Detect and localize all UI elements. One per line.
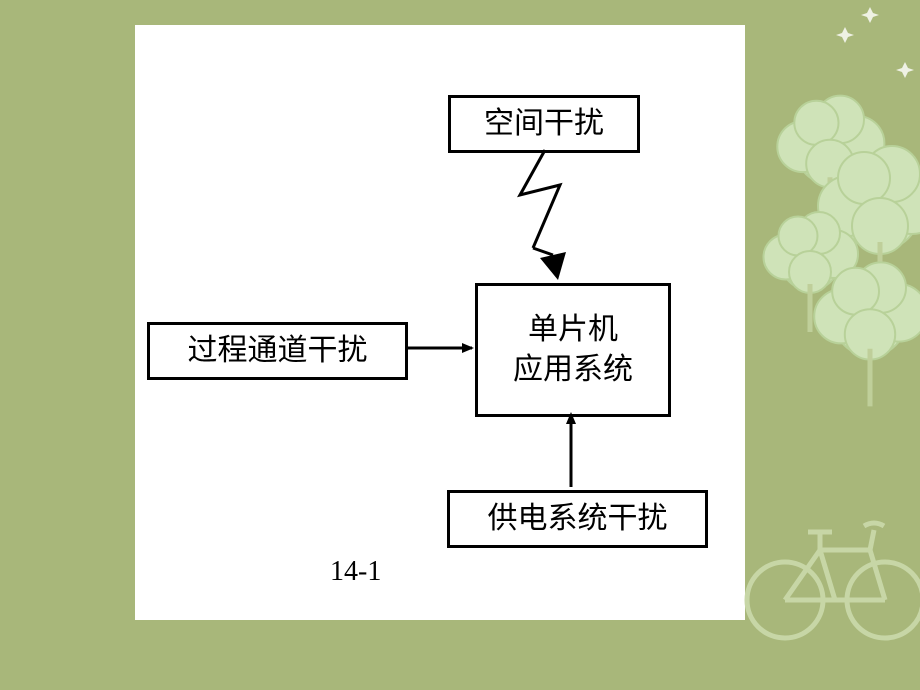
box-spatial-interference: 空间干扰 bbox=[448, 95, 640, 153]
box-process-channel-interference: 过程通道干扰 bbox=[147, 322, 408, 380]
box-process-label: 过程通道干扰 bbox=[188, 331, 368, 372]
box-mcu-system: 单片机 应用系统 bbox=[475, 283, 671, 417]
box-power-interference: 供电系统干扰 bbox=[447, 490, 708, 548]
figure-caption-text: 14-1 bbox=[330, 556, 381, 587]
box-mcu-line1: 单片机 bbox=[528, 313, 618, 346]
box-spatial-label: 空间干扰 bbox=[484, 104, 604, 145]
box-power-label: 供电系统干扰 bbox=[488, 499, 668, 540]
box-mcu-line2: 应用系统 bbox=[513, 353, 633, 386]
box-mcu-text: 单片机 应用系统 bbox=[513, 310, 633, 391]
figure-caption: 14-1 bbox=[330, 556, 381, 588]
